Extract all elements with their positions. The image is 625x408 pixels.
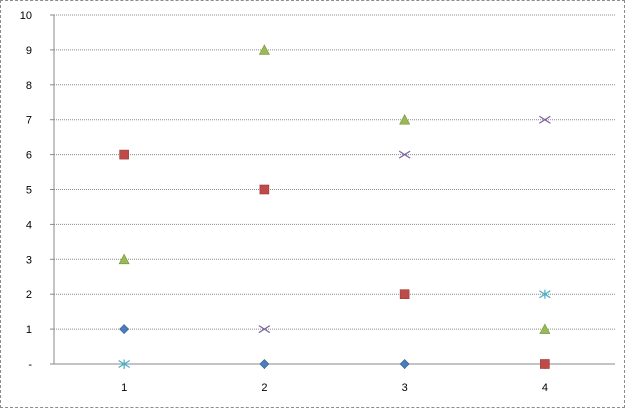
data-point-diamond bbox=[399, 359, 410, 369]
y-tick-label: 10 bbox=[20, 10, 32, 22]
data-point-diamond bbox=[259, 359, 270, 369]
gridlines bbox=[54, 14, 615, 330]
data-point-diamond bbox=[119, 324, 130, 335]
y-tick-label: 9 bbox=[26, 45, 32, 57]
y-tick-label: 6 bbox=[26, 150, 32, 162]
data-point-x bbox=[258, 325, 271, 334]
y-tick-label: 4 bbox=[26, 219, 32, 231]
y-tick-label: 2 bbox=[26, 289, 32, 301]
data-point-square bbox=[540, 359, 550, 369]
x-tick-label: 3 bbox=[402, 382, 408, 394]
x-tick-label: 4 bbox=[542, 382, 548, 394]
tick-labels: - 1 2 3 4 5 6 7 8 9 10 1 2 3 4 bbox=[20, 10, 548, 394]
data-point-triangle bbox=[258, 44, 270, 55]
data-point-triangle bbox=[399, 114, 411, 125]
data-point-triangle bbox=[118, 253, 130, 265]
x-tick-label: 2 bbox=[261, 382, 267, 394]
data-points bbox=[118, 44, 551, 369]
data-point-x bbox=[539, 115, 551, 124]
data-point-square bbox=[119, 149, 129, 160]
y-tick-label: 7 bbox=[26, 115, 32, 127]
data-point-star bbox=[539, 289, 551, 299]
y-tick-label: 8 bbox=[26, 80, 32, 92]
data-point-triangle bbox=[539, 323, 551, 334]
y-tick-label: - bbox=[28, 359, 32, 371]
data-point-x bbox=[398, 150, 411, 159]
y-tick-label: 1 bbox=[26, 324, 32, 336]
axes bbox=[50, 14, 615, 369]
data-point-square bbox=[399, 289, 410, 300]
data-point-star bbox=[118, 359, 130, 369]
data-point-square bbox=[259, 184, 270, 195]
y-tick-label: 5 bbox=[26, 185, 32, 197]
y-tick-label: 3 bbox=[26, 254, 32, 266]
x-tick-label: 1 bbox=[121, 382, 127, 394]
